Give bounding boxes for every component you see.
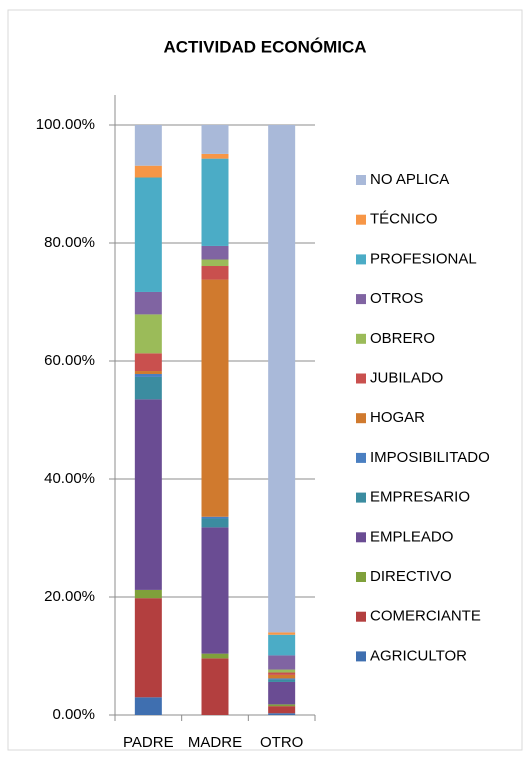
legend-label: AGRICULTOR	[370, 647, 467, 664]
legend-label: TÉCNICO	[370, 211, 438, 228]
bar-segment	[268, 706, 296, 714]
legend-swatch	[356, 413, 366, 424]
bar-segment	[134, 371, 162, 374]
bar-segment	[134, 353, 162, 372]
legend-label: EMPLEADO	[370, 528, 453, 545]
y-tick-label: 100.00%	[36, 116, 95, 133]
bar-segment	[201, 259, 229, 267]
bar-segment	[201, 518, 229, 528]
legend-label: PROFESIONAL	[370, 250, 477, 267]
bar-segment	[201, 658, 229, 715]
bar-segment	[201, 245, 229, 260]
bar-segment	[268, 655, 296, 670]
legend-swatch	[356, 333, 366, 344]
x-tick-label: MADRE	[188, 734, 242, 751]
y-tick-label: 60.00%	[44, 352, 95, 369]
legend-swatch	[356, 254, 366, 265]
legend-label: HOGAR	[370, 409, 425, 426]
y-tick-label: 40.00%	[44, 470, 95, 487]
bar-segment	[134, 373, 162, 377]
bar-segment	[201, 158, 229, 246]
legend-swatch	[356, 175, 366, 185]
bar-segment	[134, 598, 162, 698]
bar-segment	[201, 653, 229, 659]
bar-segment	[134, 376, 162, 400]
bar-segment	[134, 125, 162, 166]
legend-swatch	[356, 452, 366, 463]
legend-swatch	[356, 373, 366, 384]
bar-segment	[268, 713, 296, 715]
bar-segment	[201, 153, 229, 159]
legend-swatch	[356, 611, 366, 622]
bar-segment	[201, 125, 229, 154]
bar-segment	[134, 589, 162, 599]
bar-segment	[268, 704, 296, 707]
legend-swatch	[356, 572, 366, 582]
bar-segment	[268, 125, 296, 633]
legend-label: JUBILADO	[370, 369, 443, 386]
bar-segment	[134, 291, 162, 315]
bar-segment	[201, 279, 229, 517]
bar-segment	[134, 314, 162, 354]
chart-border	[7, 9, 523, 751]
bar-segment	[268, 679, 296, 682]
bar-segment	[201, 516, 229, 519]
bar-segment	[201, 266, 229, 280]
bar-segment	[134, 165, 162, 178]
legend-label: NO APLICA	[370, 171, 449, 188]
bar-segment	[268, 634, 296, 656]
bar-segment	[268, 681, 296, 705]
y-tick-label: 0.00%	[52, 706, 95, 723]
chart-title: ACTIVIDAD ECONÓMICA	[163, 37, 366, 56]
bar-segment	[268, 678, 296, 680]
y-tick-label: 80.00%	[44, 234, 95, 251]
bar-segment	[268, 672, 296, 675]
x-tick-label: PADRE	[123, 734, 174, 751]
legend-label: OBRERO	[370, 330, 435, 347]
bar-segment	[268, 669, 296, 673]
legend-label: EMPRESARIO	[370, 489, 470, 506]
bar-segment	[134, 177, 162, 292]
bar-segment	[134, 697, 162, 715]
x-tick-label: OTRO	[260, 734, 303, 751]
legend-swatch	[356, 214, 366, 225]
legend-swatch	[356, 651, 366, 662]
legend-swatch	[356, 532, 366, 543]
legend-label: OTROS	[370, 290, 423, 307]
legend-label: DIRECTIVO	[370, 568, 452, 585]
bar-segment	[134, 399, 162, 590]
y-tick-label: 20.00%	[44, 588, 95, 605]
bar-segment	[201, 527, 229, 654]
legend-swatch	[356, 492, 366, 503]
legend-label: COMERCIANTE	[370, 608, 481, 625]
bar-segment	[268, 674, 296, 679]
bar-segment	[268, 632, 296, 635]
legend-label: IMPOSIBILITADO	[370, 449, 490, 466]
legend-swatch	[356, 294, 366, 305]
